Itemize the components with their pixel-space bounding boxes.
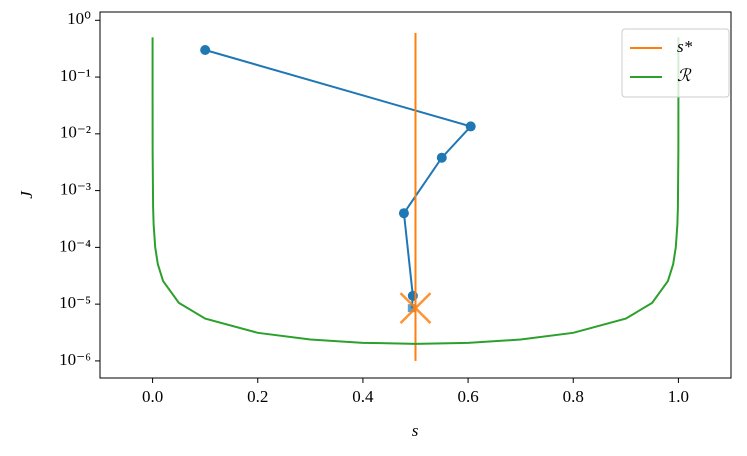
plot-frame <box>99 11 732 379</box>
point <box>465 121 476 132</box>
point <box>436 152 447 163</box>
series-line <box>151 37 680 345</box>
y-axis-label: J <box>17 190 36 199</box>
y-tick-label: 10⁻³ <box>60 180 91 199</box>
x-tick-label: 0.6 <box>457 387 478 406</box>
x-tick-label: 1.0 <box>668 387 689 406</box>
x-tick-label: 0.8 <box>563 387 584 406</box>
legend-label: ℛ <box>677 66 692 85</box>
y-tick-label: 10⁻⁶ <box>59 350 91 369</box>
legend-box <box>621 28 730 98</box>
end-marker <box>407 304 416 313</box>
y-tick-label: 10⁰ <box>67 9 91 28</box>
y-tick-label: 10⁻¹ <box>60 66 91 85</box>
x-tick-label: 0.0 <box>142 387 163 406</box>
y-tick-label: 10⁻⁵ <box>59 293 91 312</box>
y-tick-label: 10⁻² <box>60 123 91 142</box>
x-tick-label: 0.2 <box>247 387 268 406</box>
series-line <box>204 49 473 309</box>
point <box>398 208 409 219</box>
point <box>200 44 211 55</box>
legend-label: s* <box>677 37 693 56</box>
y-tick-label: 10⁻⁴ <box>59 236 91 255</box>
target-marker <box>399 292 432 325</box>
x-axis-label: s <box>412 421 419 440</box>
x-tick-label: 0.4 <box>352 387 374 406</box>
